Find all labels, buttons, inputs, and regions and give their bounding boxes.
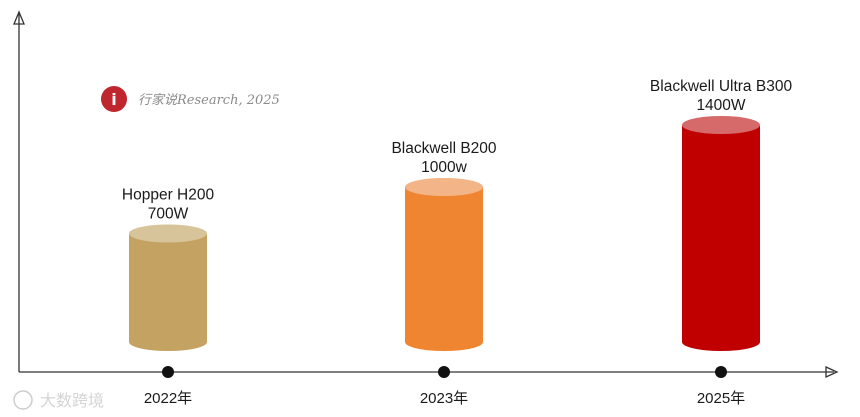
bar-value-label: 1000w <box>421 159 467 176</box>
bar-2025年 <box>682 125 760 351</box>
corner-watermark: 大数跨境 <box>13 390 104 410</box>
x-tick-label: 2025年 <box>697 390 745 407</box>
bar-top-2023年 <box>405 178 483 196</box>
x-tick-label: 2022年 <box>144 390 192 407</box>
watermark: i 行家说Research, 2025 <box>101 86 280 112</box>
watermark-logo-icon <box>101 86 127 112</box>
bar-name-label: Hopper H200 <box>122 187 215 204</box>
bar-name-label: Blackwell Ultra B300 <box>650 78 793 95</box>
watermark-logo-glyph: i <box>111 90 116 109</box>
bar-top-2022年 <box>129 224 207 243</box>
x-tick-marker <box>162 366 174 378</box>
x-tick-marker <box>715 366 727 378</box>
bar-top-2025年 <box>682 116 760 134</box>
bar-name-label: Blackwell B200 <box>391 140 496 157</box>
x-tick-marker <box>438 366 450 378</box>
bar-value-label: 700W <box>148 206 189 223</box>
watermark-text: 行家说Research, 2025 <box>138 92 280 108</box>
y-axis-arrow <box>13 10 25 25</box>
corner-watermark-icon <box>13 390 33 410</box>
bar-2022年 <box>129 233 207 351</box>
bars-layer: Hopper H200 700W 2022年 Blackwell B200 1000w 2… <box>122 78 793 407</box>
x-axis-arrow <box>825 365 839 379</box>
bar-value-label: 1400W <box>696 97 745 114</box>
x-tick-label: 2023年 <box>420 390 468 407</box>
bar-2023年 <box>405 187 483 351</box>
corner-watermark-text: 大数跨境 <box>40 391 104 410</box>
